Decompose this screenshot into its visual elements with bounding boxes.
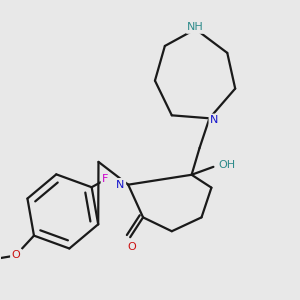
Text: NH: NH <box>187 22 204 32</box>
Text: O: O <box>128 242 136 252</box>
Text: O: O <box>12 250 20 260</box>
Text: N: N <box>116 180 124 190</box>
Text: F: F <box>102 174 109 184</box>
Text: OH: OH <box>219 160 236 170</box>
Text: N: N <box>210 115 219 125</box>
